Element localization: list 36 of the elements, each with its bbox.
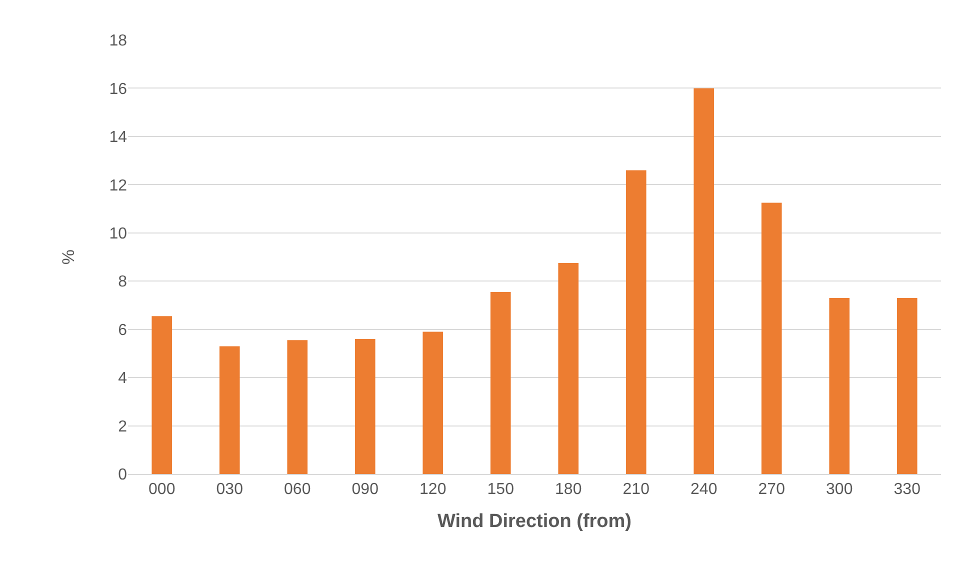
x-tick-label: 180 xyxy=(555,481,582,498)
x-tick-label: 300 xyxy=(826,481,853,498)
x-tick-label: 240 xyxy=(690,481,718,498)
x-tick-label: 210 xyxy=(622,481,650,498)
bar xyxy=(829,298,850,474)
bar xyxy=(219,346,240,474)
bar xyxy=(354,338,376,474)
y-tick-label: 4 xyxy=(118,370,128,388)
x-tick-label: 120 xyxy=(420,481,446,498)
bar xyxy=(896,298,918,474)
y-tick-label: 2 xyxy=(118,418,128,436)
x-tick-label: 270 xyxy=(758,481,786,498)
y-tick-label: 10 xyxy=(109,225,128,242)
y-tick-label: 0 xyxy=(118,466,128,484)
y-tick-label: 14 xyxy=(109,129,128,146)
bar xyxy=(152,316,172,474)
bar xyxy=(626,170,646,474)
bar xyxy=(558,263,579,474)
x-tick-label: 000 xyxy=(148,481,176,498)
x-tick-label: 030 xyxy=(216,481,244,498)
bar xyxy=(422,332,444,474)
x-tick-label: 090 xyxy=(352,481,379,498)
x-tick-label: 060 xyxy=(284,481,311,498)
bar xyxy=(490,292,511,474)
y-tick-label: 16 xyxy=(109,80,128,98)
x-axis-title: Wind Direction (from) xyxy=(437,511,632,532)
y-tick-label: 12 xyxy=(109,177,128,194)
bar xyxy=(287,340,308,474)
x-tick-label: 150 xyxy=(487,481,514,498)
bar xyxy=(761,202,782,474)
y-tick-label: 18 xyxy=(109,32,128,50)
bar xyxy=(694,88,714,474)
y-tick-label: 6 xyxy=(118,322,128,339)
x-tick-label: 330 xyxy=(894,481,921,498)
y-tick-label: 8 xyxy=(118,274,128,291)
y-axis-title: % xyxy=(58,249,78,265)
